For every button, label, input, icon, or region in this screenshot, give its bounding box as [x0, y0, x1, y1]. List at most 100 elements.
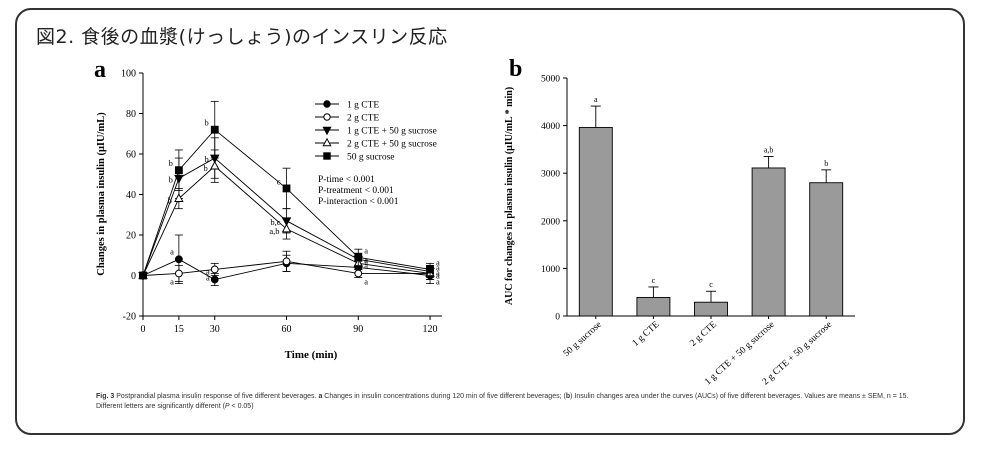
significance-letter: a: [206, 272, 210, 282]
panel-a-x-axis-label: Time (min): [285, 349, 338, 361]
significance-letter: a: [436, 257, 440, 267]
y-tick-label: 1000: [541, 265, 560, 275]
y-tick-label: -20: [123, 312, 136, 323]
significance-letter: a: [436, 263, 440, 273]
significance-letter: a: [364, 276, 368, 286]
data-point: [354, 253, 363, 262]
series-line: [142, 260, 431, 276]
caption-fig-label: Fig. 3: [96, 393, 115, 400]
significance-letter: b: [168, 196, 172, 206]
y-tick-label: 20: [126, 231, 136, 242]
legend-marker: [323, 152, 331, 160]
x-tick-label: 50 g sucrose: [562, 320, 604, 359]
x-tick-label: 90: [353, 324, 363, 335]
significance-letter: c: [709, 280, 713, 289]
data-point: [426, 265, 434, 274]
significance-letter: b: [205, 118, 209, 128]
y-tick-label: 2000: [541, 217, 560, 227]
significance-letter: a: [170, 246, 174, 256]
significance-letter: a: [436, 270, 440, 280]
bar: [809, 182, 844, 317]
data-point: [210, 265, 219, 274]
series-line: [142, 157, 431, 276]
caption-a-label: a: [318, 393, 323, 400]
bar: [578, 127, 613, 317]
page-title: 図2. 食後の血漿(けっしょう)のインスリン反応: [36, 26, 448, 48]
y-tick-label: 100: [121, 69, 136, 80]
bar: [694, 301, 728, 317]
caption-end: < 0.05): [229, 403, 254, 410]
data-point: [282, 257, 291, 266]
data-point: [281, 223, 292, 233]
figure-card: [15, 8, 965, 435]
panel-b-chart: 0 1000 2000 3000 4000 5000 a 50 g sucrose c 1 g C…: [541, 75, 855, 387]
significance-letter: b: [169, 158, 173, 168]
significance-letter: a: [436, 276, 440, 286]
data-point: [174, 166, 183, 175]
stats-line: P-time < 0.001: [318, 175, 375, 185]
data-point: [210, 125, 219, 134]
data-point: [282, 184, 291, 193]
significance-letter: b,c: [270, 217, 280, 227]
data-point: [174, 255, 183, 264]
legend-label: 50 g sucrose: [347, 153, 395, 163]
y-tick-label: 0: [555, 313, 560, 323]
y-tick-label: 40: [126, 190, 136, 201]
legend-marker: [323, 113, 331, 121]
data-point: [354, 269, 363, 278]
y-tick-label: 80: [126, 109, 136, 120]
significance-letter: a: [436, 267, 440, 277]
caption-b-label: b: [565, 393, 571, 400]
y-tick-label: 0: [131, 271, 136, 282]
significance-letter: b: [824, 159, 828, 168]
significance-letter: a: [364, 245, 368, 255]
significance-letter: c: [277, 176, 281, 186]
legend-marker: [322, 137, 332, 147]
stats-line: P-interaction < 0.001: [318, 197, 399, 207]
significance-letter: a: [170, 276, 174, 286]
x-tick-label: 0: [141, 324, 146, 335]
caption-b-text: ) Insulin changes area under the curves …: [96, 393, 909, 410]
y-tick-label: 60: [126, 150, 136, 161]
legend-marker: [323, 100, 331, 108]
significance-letter: a: [364, 255, 368, 265]
significance-letter: b: [204, 163, 208, 173]
legend-label: 2 g CTE + 50 g sucrose: [347, 140, 437, 150]
significance-letter: a: [364, 254, 368, 264]
significance-letter: c: [652, 276, 656, 285]
data-point: [174, 193, 184, 202]
significance-letter: a: [594, 95, 598, 104]
caption-p-label: P: [224, 403, 230, 410]
significance-letter: a,b: [269, 226, 279, 236]
stats-line: P-treatment < 0.001: [318, 186, 394, 196]
significance-letter: b: [205, 154, 209, 164]
panel-a-y-axis-label: Changes in plasma insulin (μIU/mL): [96, 112, 107, 276]
data-point: [174, 269, 183, 278]
x-tick-label: 2 g CTE: [688, 320, 719, 349]
significance-letter: a,b: [764, 146, 774, 155]
legend-label: 1 g CTE + 50 g sucrose: [347, 127, 437, 137]
x-tick-label: 60: [282, 324, 292, 335]
significance-letter: b: [169, 174, 173, 184]
bar: [636, 296, 671, 317]
series-line: [142, 165, 431, 276]
significance-letter: a: [206, 267, 210, 277]
x-tick-label: 120: [423, 324, 438, 335]
panel-b-label: b: [509, 56, 522, 82]
bar: [751, 167, 786, 317]
data-point: [139, 271, 147, 280]
series-line: [142, 129, 431, 276]
panel-b-y-axis-label: AUC for changes in plasma insulin (μIU/m…: [504, 87, 515, 305]
data-point: [210, 160, 220, 170]
y-tick-label: 4000: [541, 122, 560, 132]
x-tick-label: 1 g CTE: [631, 320, 662, 349]
y-tick-label: 3000: [541, 170, 560, 180]
caption-lead: Postprandial plasma insulin response of …: [114, 393, 319, 400]
panel-a-legend: 1 g CTE 2 g CTE 1 g CTE + 50 g sucrose 2 g …: [315, 100, 437, 163]
legend-marker: [322, 126, 332, 136]
y-tick-label: 5000: [541, 75, 560, 85]
legend-label: 2 g CTE: [347, 114, 379, 124]
